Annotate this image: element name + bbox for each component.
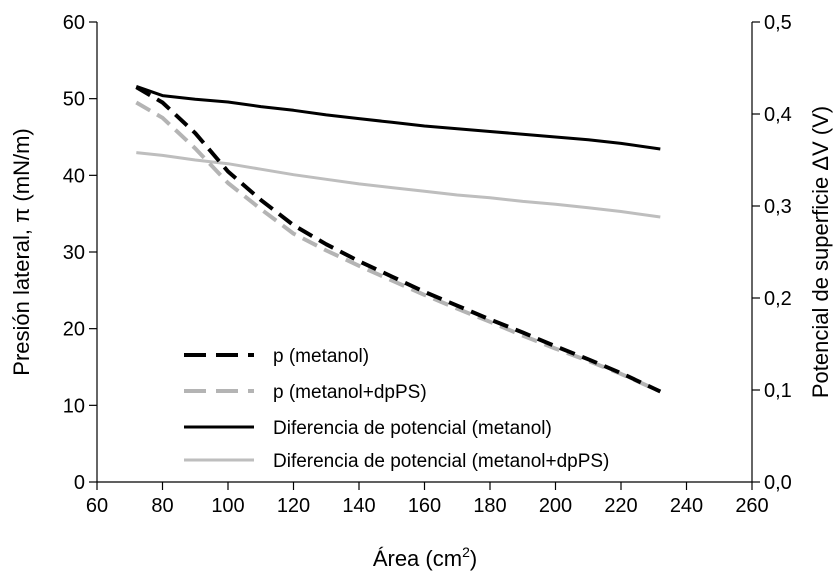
legend-label-3: Diferencia de potencial (metanol+dpPS) (273, 451, 609, 472)
y-left-tick-label: 40 (63, 165, 85, 187)
x-tick-label: 260 (735, 495, 768, 517)
x-tick-label: 180 (473, 495, 506, 517)
x-tick-label: 120 (277, 495, 310, 517)
y-axis-right-title: Potencial de superficie ΔV (V) (808, 106, 833, 398)
y-left-tick-label: 50 (63, 89, 85, 111)
y-left-tick-label: 20 (63, 319, 85, 341)
y-right-tick-label: 0,0 (764, 472, 792, 494)
y-right-tick-label: 0,1 (764, 380, 792, 402)
x-tick-label: 220 (604, 495, 637, 517)
y-left-tick-label: 30 (63, 242, 85, 264)
y-right-tick-label: 0,5 (764, 12, 792, 34)
series-line-2 (135, 84, 661, 151)
x-tick-label: 140 (342, 495, 375, 517)
legend-label-2: Diferencia de potencial (metanol) (273, 418, 552, 439)
x-tick-label: 160 (408, 495, 441, 517)
legend-label-0: p (metanol) (273, 346, 369, 367)
x-tick-label: 100 (211, 495, 244, 517)
y-right-tick-label: 0,2 (764, 288, 792, 310)
x-tick-label: 240 (670, 495, 703, 517)
x-axis-title-sup: 2 (462, 544, 470, 560)
legend-label-1: p (metanol+dpPS) (273, 382, 427, 403)
y-left-tick-label: 60 (63, 12, 85, 34)
y-axis-left-title: Presión lateral, π (mN/m) (9, 128, 34, 375)
x-tick-label: 80 (151, 495, 173, 517)
x-axis-title: Área (cm2) (373, 544, 477, 571)
legend: p (metanol) p (metanol+dpPS) Diferencia de… (184, 346, 609, 472)
y-left-tick-label: 0 (74, 472, 85, 494)
y-right-tick-label: 0,3 (764, 196, 792, 218)
y-left-tick-label: 10 (63, 395, 85, 417)
axes (96, 22, 753, 483)
ticks: 60 80 100 120 140 160 180 200 220 240 260 0 10 20 30 40… (63, 12, 792, 517)
x-tick-label: 60 (86, 495, 108, 517)
series-line-1 (135, 100, 662, 394)
x-tick-label: 200 (539, 495, 572, 517)
series-line-0 (135, 85, 662, 394)
series-line-3 (136, 151, 661, 219)
y-right-tick-label: 0,4 (764, 104, 792, 126)
plot-lines (135, 84, 662, 394)
